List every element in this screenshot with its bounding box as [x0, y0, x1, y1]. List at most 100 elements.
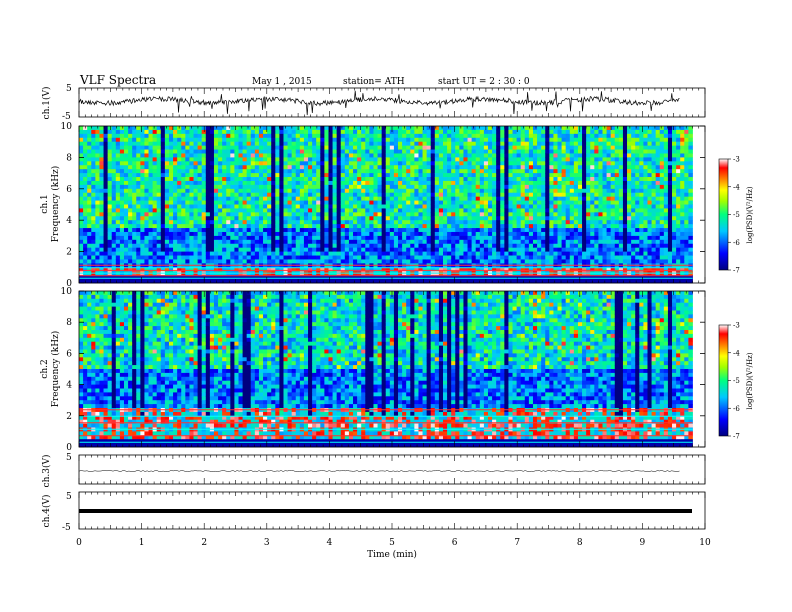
spectrogram-cell: [99, 165, 104, 170]
spectrogram-cell: [520, 247, 526, 253]
spectrogram-cell: [226, 192, 231, 198]
spectrogram-cell: [340, 173, 346, 178]
spectrogram-cell: [500, 220, 505, 225]
spectrogram-cell: [487, 208, 493, 213]
spectrogram-cell: [532, 220, 538, 225]
spectrogram-cell: [152, 196, 158, 201]
spectrogram-cell: [492, 228, 497, 233]
spectrogram-cell: [410, 231, 415, 237]
spectrogram-cell: [381, 279, 387, 284]
spectrogram-cell: [353, 192, 358, 198]
spectrogram-cell: [87, 204, 92, 209]
spectrogram-cell: [569, 173, 575, 178]
spectrogram-cell: [242, 231, 248, 237]
spectrogram-cell: [234, 141, 239, 147]
spectrogram-cell: [508, 184, 513, 190]
spectrogram-cell: [451, 180, 456, 186]
spectrogram-cell: [136, 255, 141, 260]
spectrogram-cell: [226, 173, 231, 178]
spectrogram-cell: [500, 184, 505, 190]
spectrogram-cell: [373, 275, 378, 280]
spectrogram-cell: [508, 216, 513, 221]
spectrogram-cell: [479, 192, 485, 198]
spectrogram-cell: [295, 161, 301, 166]
spectrogram-cell: [528, 251, 534, 256]
spectrogram-cell: [271, 255, 276, 260]
spectrogram-cell: [504, 208, 509, 213]
spectrogram-cell: [500, 157, 505, 162]
spectrogram-cell: [136, 133, 141, 139]
spectrogram-cell: [459, 239, 464, 245]
spectrogram-cell: [438, 161, 444, 166]
spectrogram-cell: [193, 141, 199, 147]
spectrogram-cell: [336, 141, 342, 147]
spectrogram-cell: [115, 251, 121, 256]
spectrogram-cell: [545, 192, 550, 198]
spectrogram-cell: [271, 137, 276, 143]
spectrogram-cell: [532, 275, 538, 280]
spectrogram-cell: [582, 149, 587, 154]
spectrogram-cell: [422, 239, 428, 245]
spectrogram-cell: [275, 255, 280, 260]
spectrogram-cell: [410, 133, 415, 139]
spectrogram-cell: [254, 259, 260, 264]
spectrogram-cell: [402, 177, 407, 182]
spectrogram-cell: [156, 235, 162, 241]
spectrogram-cell: [258, 153, 264, 158]
spectrogram-cell: [537, 235, 542, 241]
spectrogram-cell: [291, 153, 297, 158]
spectrogram-cell: [218, 243, 223, 249]
spectrogram-cell: [222, 153, 227, 158]
spectrogram-cell: [226, 200, 231, 205]
spectrogram-cell: [348, 220, 354, 225]
spectrogram-cell: [492, 267, 497, 272]
spectrogram-cell: [189, 216, 194, 221]
spectrogram-cell: [418, 243, 423, 249]
spectrogram-cell: [422, 165, 428, 170]
spectrogram-cell: [189, 212, 194, 217]
spectrogram-cell: [377, 173, 383, 178]
spectrogram-cell: [95, 184, 100, 190]
spectrogram-cell: [107, 157, 113, 162]
spectrogram-cell: [389, 239, 395, 245]
spectrogram-cell: [455, 169, 460, 174]
spectrogram-cell: [463, 212, 468, 217]
spectrogram-cell: [79, 196, 84, 201]
spectrogram-cell: [549, 129, 554, 135]
spectrogram-cell: [95, 196, 100, 201]
spectrogram-cell: [213, 141, 219, 147]
spectrogram-cell: [492, 177, 497, 182]
spectrogram-cell: [524, 188, 530, 194]
spectrogram-cell: [516, 145, 522, 150]
spectrogram-cell: [111, 153, 117, 158]
spectrogram-cell: [152, 173, 158, 178]
spectrogram-cell: [152, 247, 158, 253]
spectrogram-cell: [512, 188, 518, 194]
spectrogram-cell: [271, 188, 276, 194]
spectrogram-cell: [79, 224, 84, 229]
spectrogram-cell: [291, 184, 297, 190]
spectrogram-cell: [541, 133, 546, 139]
spectrogram-cell: [103, 141, 109, 147]
spectrogram-cell: [234, 275, 239, 280]
spectrogram-cell: [242, 157, 248, 162]
spectrogram-cell: [487, 141, 493, 147]
spectrogram-cell: [103, 126, 109, 131]
spectrogram-cell: [475, 208, 481, 213]
spectrogram-cell: [250, 196, 256, 201]
spectrogram-cell: [316, 247, 321, 253]
spectrogram-cell: [328, 220, 333, 225]
spectrogram-cell: [271, 243, 276, 249]
spectrogram-cell: [87, 157, 92, 162]
spectrogram-cell: [173, 126, 178, 131]
spectrogram-cell: [426, 275, 432, 280]
spectrogram-cell: [582, 180, 587, 186]
spectrogram-cell: [496, 212, 501, 217]
spectrogram-cell: [430, 251, 436, 256]
spectrogram-cell: [422, 247, 428, 253]
spectrogram-cell: [230, 220, 235, 225]
spectrogram-cell: [95, 216, 100, 221]
spectrogram-cell: [577, 145, 583, 150]
spectrogram-cell: [504, 212, 509, 217]
spectrogram-cell: [181, 192, 186, 198]
